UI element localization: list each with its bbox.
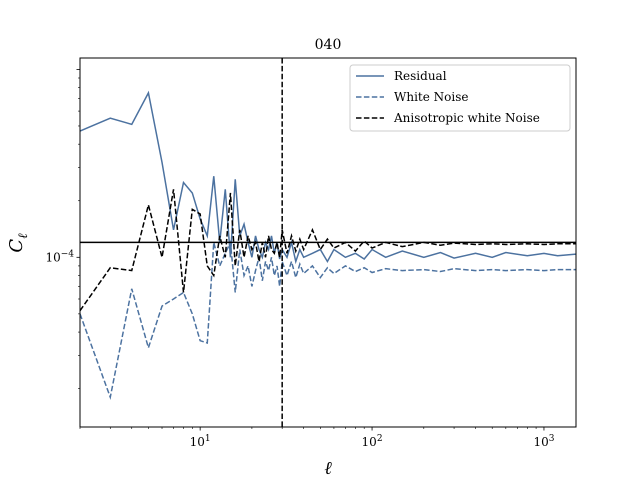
y-axis-label-sub: ℓ: [16, 233, 31, 239]
y-axis-ticks: 10−4: [45, 69, 80, 389]
legend-label-anisotropic-noise: Anisotropic white Noise: [393, 111, 540, 125]
plot-frame: [79, 57, 577, 428]
legend-box: [349, 64, 571, 132]
legend: Residual White Noise Anisotropic white N…: [349, 64, 571, 132]
y-axis-label: Cℓ: [6, 233, 31, 253]
chart-title: 040: [315, 37, 342, 53]
legend-label-residual: Residual: [394, 69, 447, 83]
y-tick-label-0: 10−4: [45, 249, 74, 264]
series-line-0: [80, 90, 576, 265]
series-line-1: [80, 239, 576, 401]
x-tick-label-1: 102: [362, 434, 383, 449]
x-tick-label-0: 101: [190, 434, 211, 449]
series-layer: [80, 90, 576, 401]
reference-lines: [80, 58, 576, 427]
x-tick-label-2: 103: [533, 434, 554, 449]
x-axis-ticks: 101 102 103: [79, 427, 555, 449]
series-line-2: [80, 189, 576, 312]
y-axis-label-main: C: [6, 239, 27, 253]
x-axis-label: ℓ: [324, 458, 332, 479]
legend-label-white-noise: White Noise: [394, 90, 468, 104]
